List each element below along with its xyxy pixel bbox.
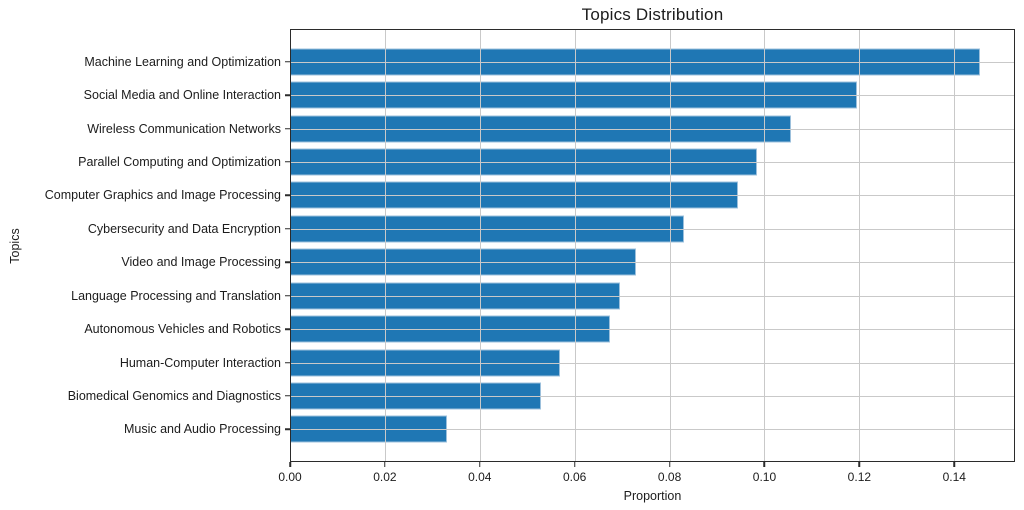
- x-tick-mark: [289, 462, 291, 467]
- y-category-label: Human-Computer Interaction: [119, 355, 281, 370]
- vertical-gridline: [479, 29, 481, 462]
- y-category-label: Parallel Computing and Optimization: [78, 154, 281, 169]
- y-category-label: Language Processing and Translation: [71, 288, 281, 303]
- horizontal-gridline: [290, 429, 1015, 431]
- y-tick-mark: [285, 161, 290, 163]
- x-tick-label: 0.08: [657, 470, 682, 484]
- y-category-label: Biomedical Genomics and Diagnostics: [67, 388, 281, 403]
- y-tick-mark: [285, 361, 290, 364]
- horizontal-gridline: [290, 128, 1015, 130]
- chart-row: Human-Computer Interaction: [120, 346, 1015, 379]
- y-category-label: Music and Audio Processing: [123, 422, 281, 437]
- chart-row: Wireless Communication Networks: [87, 112, 1015, 145]
- y-category-label: Video and Image Processing: [121, 255, 281, 270]
- horizontal-gridline: [290, 395, 1015, 397]
- horizontal-gridline: [290, 61, 1015, 63]
- chart-row: Biomedical Genomics and Diagnostics: [68, 379, 1015, 412]
- x-tick-mark: [763, 462, 766, 467]
- vertical-gridline: [954, 29, 956, 462]
- y-tick-mark: [285, 395, 290, 397]
- y-tick-mark: [285, 194, 290, 197]
- vertical-gridline: [764, 29, 766, 462]
- x-axis-label: Proportion: [623, 489, 682, 503]
- plot-area: Machine Learning and Optimization Social …: [45, 29, 1015, 484]
- vertical-gridline: [574, 29, 576, 462]
- chart-row: Video and Image Processing: [121, 246, 1015, 279]
- x-tick-label: 0.00: [278, 470, 302, 484]
- horizontal-gridline: [290, 195, 1015, 197]
- chart-row: Parallel Computing and Optimization: [78, 145, 1015, 178]
- y-category-label: Social Media and Online Interaction: [83, 88, 281, 103]
- x-tick-mark: [573, 462, 576, 467]
- vertical-gridline: [859, 29, 861, 462]
- y-axis-label: Topics: [8, 228, 22, 264]
- horizontal-gridline: [290, 329, 1015, 331]
- horizontal-gridline: [290, 228, 1015, 230]
- y-category-label: Autonomous Vehicles and Robotics: [84, 322, 281, 337]
- x-tick-mark: [384, 462, 386, 467]
- horizontal-gridline: [290, 262, 1015, 264]
- x-tick-label: 0.14: [942, 470, 966, 484]
- y-category-label: Wireless Communication Networks: [87, 121, 281, 136]
- y-category-label: Computer Graphics and Image Processing: [44, 188, 281, 203]
- y-tick-mark: [285, 60, 290, 63]
- vertical-gridline: [384, 29, 386, 462]
- x-tick-label: 0.12: [847, 470, 872, 484]
- y-tick-mark: [285, 294, 290, 297]
- y-tick-mark: [285, 428, 290, 431]
- vertical-gridline: [669, 29, 671, 462]
- chart-row: Autonomous Vehicles and Robotics: [84, 312, 1015, 345]
- chart-row: Machine Learning and Optimization: [84, 45, 1015, 78]
- x-tick-label: 0.06: [562, 470, 587, 484]
- horizontal-gridline: [290, 161, 1015, 163]
- horizontal-gridline: [290, 362, 1015, 364]
- chart-row: Social Media and Online Interaction: [84, 78, 1015, 111]
- x-tick-mark: [858, 462, 861, 467]
- y-tick-mark: [285, 228, 290, 230]
- y-tick-mark: [285, 94, 290, 96]
- y-category-label: Machine Learning and Optimization: [84, 54, 281, 69]
- x-tick-label: 0.10: [752, 470, 777, 484]
- horizontal-gridline: [290, 95, 1015, 97]
- horizontal-gridline: [290, 295, 1015, 297]
- x-tick-mark: [479, 462, 481, 467]
- bar-rows: Machine Learning and Optimization Social …: [45, 45, 1015, 446]
- x-tick-label: 0.04: [468, 470, 492, 484]
- chart-row: Computer Graphics and Image Processing: [45, 179, 1015, 212]
- y-category-label: Cybersecurity and Data Encryption: [87, 221, 281, 236]
- chart-row: Cybersecurity and Data Encryption: [88, 212, 1015, 245]
- x-tick-mark: [668, 462, 671, 467]
- y-tick-mark: [285, 261, 290, 263]
- chart-title: Topics Distribution: [581, 5, 724, 24]
- y-tick-mark: [285, 127, 290, 130]
- chart-row: Music and Audio Processing: [124, 413, 1015, 446]
- y-tick-mark: [285, 328, 290, 330]
- x-tick-label: 0.02: [373, 470, 397, 484]
- chart-row: Language Processing and Translation: [71, 279, 1015, 312]
- x-tick-mark: [953, 462, 956, 467]
